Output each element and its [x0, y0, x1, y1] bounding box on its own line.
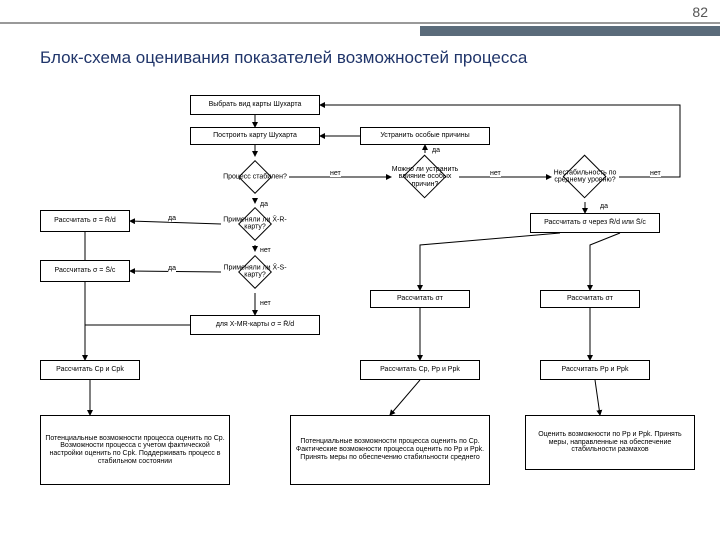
- node-n6: Нестабильность по среднему уровню?: [555, 155, 615, 199]
- node-n13: Рассчитать σт: [540, 290, 640, 308]
- page-title: Блок-схема оценивания показателей возмож…: [40, 48, 527, 68]
- node-n12: Рассчитать σт: [370, 290, 470, 308]
- node-n3: Устранить особые причины: [360, 127, 490, 145]
- edge-label: нет: [260, 300, 271, 307]
- edge-label: нет: [490, 170, 501, 177]
- node-n9: Рассчитать σ через R̄/d или S̄/c: [530, 213, 660, 233]
- node-n5: Можно ли устранить влияние особых причин…: [395, 155, 455, 199]
- node-n11: Применяли ли X̄-S-карту?: [225, 255, 285, 289]
- node-n18: Потенциальные возможности процесса оцени…: [40, 415, 230, 485]
- node-n14: для X-MR-карты σ = R̄/d: [190, 315, 320, 335]
- edge-label: да: [260, 201, 268, 208]
- node-n17: Рассчитать Pp и Ppk: [540, 360, 650, 380]
- node-n20: Оценить возможности по Pp и Ppk. Принять…: [525, 415, 695, 470]
- top-accent: [420, 26, 720, 36]
- edge-label: да: [168, 215, 176, 222]
- node-n15: Рассчитать Cp и Cpk: [40, 360, 140, 380]
- flowchart-container: Выбрать вид карты Шухарта Построить карту…: [20, 95, 700, 525]
- edge-label: да: [600, 203, 608, 210]
- edge-label: нет: [330, 170, 341, 177]
- node-n16: Рассчитать Cp, Pp и Ppk: [360, 360, 480, 380]
- edge-label: нет: [260, 247, 271, 254]
- node-n2: Построить карту Шухарта: [190, 127, 320, 145]
- node-n19: Потенциальные возможности процесса оцени…: [290, 415, 490, 485]
- edge-label: да: [168, 265, 176, 272]
- node-n4: Процесс стабилен?: [225, 160, 285, 194]
- top-border: [0, 22, 720, 24]
- page-number: 82: [692, 4, 708, 20]
- node-n7: Рассчитать σ = R̄/d: [40, 210, 130, 232]
- edge-label: да: [432, 147, 440, 154]
- node-n8: Применяли ли X̄-R-карту?: [225, 207, 285, 241]
- node-n10: Рассчитать σ = S̄/c: [40, 260, 130, 282]
- node-n1: Выбрать вид карты Шухарта: [190, 95, 320, 115]
- edge-label: нет: [650, 170, 661, 177]
